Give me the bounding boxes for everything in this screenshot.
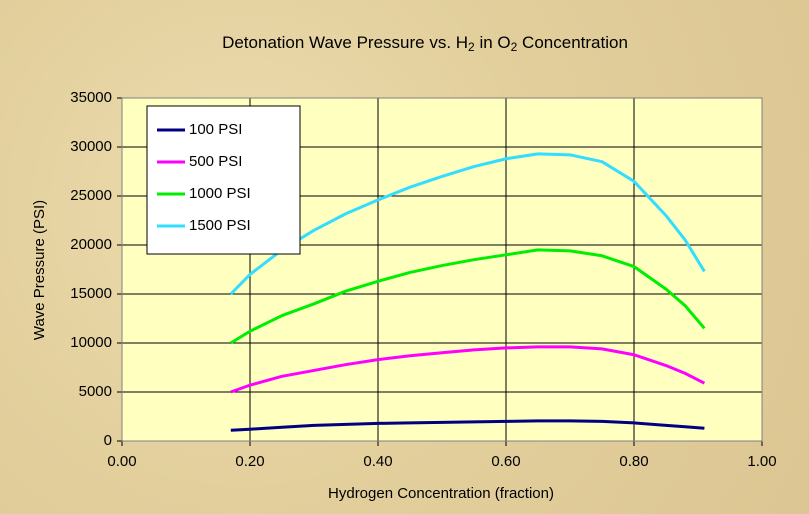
x-tick-label: 0.60 [491,453,520,470]
legend-label: 1000 PSI [189,185,251,202]
title-part: in O [475,33,511,52]
legend-label: 1500 PSI [189,217,251,234]
line-series [230,419,705,432]
x-tick-label: 1.00 [747,453,776,470]
y-axis-label: Wave Pressure (PSI) [31,200,48,340]
line-series [229,152,706,296]
y-tick-label: 20000 [70,236,112,253]
y-tick-label: 30000 [70,138,112,155]
title-part: Detonation Wave Pressure vs. H [222,33,468,52]
plot-border [121,97,763,442]
line-series [230,345,706,394]
title-part: Concentration [517,33,628,52]
x-tick-label: 0.00 [107,453,136,470]
x-tick-label: 0.20 [235,453,264,470]
title-sub: 2 [468,40,475,54]
y-tick-label: 0 [104,432,112,449]
y-tick-label: 10000 [70,334,112,351]
y-tick-label: 15000 [70,285,112,302]
x-tick-label: 0.80 [619,453,648,470]
x-axis-label: Hydrogen Concentration (fraction) [328,485,554,502]
legend-label: 100 PSI [189,121,242,138]
line-series [230,248,706,345]
y-tick-label: 25000 [70,187,112,204]
title-sub: 2 [511,40,518,54]
legend-label: 500 PSI [189,153,242,170]
chart-title: Detonation Wave Pressure vs. H2 in O2 Co… [222,33,628,53]
y-tick-label: 5000 [79,383,112,400]
x-tick-label: 0.40 [363,453,392,470]
y-tick-label: 35000 [70,89,112,106]
